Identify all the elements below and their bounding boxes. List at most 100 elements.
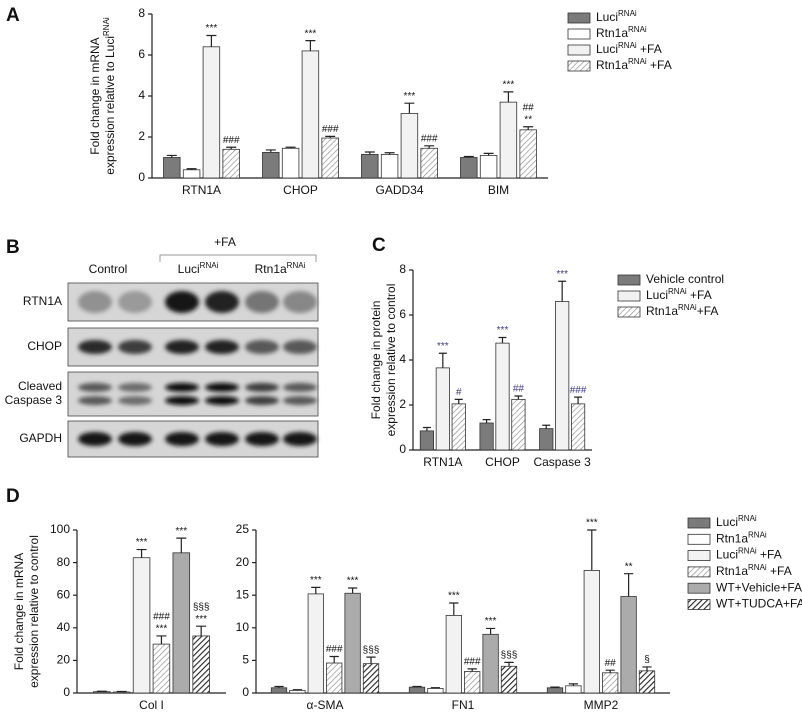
error-bar: [292, 689, 303, 691]
error-bar: [325, 135, 336, 139]
bar: [479, 155, 498, 179]
bar: [281, 147, 300, 179]
blot-band: [245, 291, 279, 313]
x-tick-label: CHOP: [283, 183, 318, 197]
error-bar: [574, 396, 583, 404]
legend-swatch: [617, 306, 641, 318]
significance-label: ###: [326, 644, 343, 655]
bar: [289, 689, 306, 694]
bar: [583, 570, 600, 694]
bar: [539, 428, 554, 451]
y-tick-label: 8: [138, 6, 145, 20]
y-tick-label: 2: [399, 397, 406, 411]
bar: [565, 685, 582, 694]
bar: [419, 430, 435, 451]
significance-label: ***: [503, 80, 515, 91]
legend-swatch: [617, 290, 641, 302]
bar: [326, 662, 343, 694]
bar: [222, 148, 240, 179]
x-tick-label: CHOP: [485, 455, 520, 469]
y-axis-label: expression relative to control: [384, 284, 398, 437]
panel-letter: C: [372, 235, 386, 256]
blot-row-label: Cleaved: [18, 379, 62, 393]
treatment-label: +FA: [214, 235, 236, 249]
error-bar: [422, 426, 431, 431]
error-bar: [412, 685, 422, 688]
error-bar: [504, 661, 514, 667]
legend-label: Rtn1aRNAi: [716, 530, 767, 546]
legend-swatch: [687, 582, 711, 594]
significance-label: §§§: [501, 650, 518, 661]
error-bar: [558, 280, 567, 302]
panel-letter: B: [6, 237, 20, 258]
y-tick-label: 100: [50, 522, 70, 536]
bar: [112, 691, 131, 694]
blot-band: [283, 396, 317, 406]
blot-row-label: CHOP: [27, 339, 62, 353]
y-axis-label: Fold change in mRNA: [12, 553, 26, 670]
blot-band: [165, 396, 199, 406]
significance-label: ***: [556, 269, 568, 280]
bar: [570, 403, 586, 451]
blot-band: [205, 432, 239, 446]
legend-label: Vehicle control: [646, 272, 724, 286]
blot-band: [118, 432, 152, 446]
bar: [445, 615, 462, 694]
significance-label: ***: [437, 341, 449, 352]
bar: [163, 157, 181, 179]
legend-label: WT+TUDCA+FA: [716, 597, 802, 611]
blot-band: [245, 340, 279, 354]
legend-label: LuciRNAi: [596, 9, 637, 25]
bar: [482, 633, 499, 694]
bar: [344, 592, 361, 694]
error-bar: [166, 154, 177, 158]
bar: [620, 596, 637, 694]
blot-band: [283, 340, 317, 354]
bar: [420, 147, 438, 179]
error-bar: [186, 168, 197, 170]
bar: [435, 367, 450, 451]
error-bar: [430, 687, 441, 689]
legend-swatch: [567, 44, 591, 56]
error-bar: [196, 625, 207, 636]
legend-label: Rtn1aRNAi +FA: [596, 57, 672, 73]
blot-band: [165, 340, 199, 354]
significance-label: ***: [156, 624, 168, 635]
bar: [152, 643, 171, 694]
significance-label: ###: [223, 135, 240, 146]
y-tick-label: 40: [57, 620, 71, 634]
error-bar: [265, 149, 276, 153]
legend-label: Rtn1aRNAi: [596, 25, 647, 41]
error-bar: [449, 602, 459, 616]
y-tick-label: 10: [236, 620, 250, 634]
y-tick-label: 6: [138, 47, 145, 61]
bar: [511, 398, 526, 451]
significance-label: ###: [570, 385, 587, 396]
bar: [546, 687, 564, 694]
legend-swatch: [687, 566, 711, 578]
legend-label: LuciRNAi +FA: [596, 41, 662, 57]
significance-label: ###: [322, 124, 339, 135]
bar: [182, 169, 201, 179]
y-tick-label: 8: [399, 262, 406, 276]
significance-label: ***: [485, 616, 497, 627]
blot-band: [205, 291, 239, 313]
bar: [495, 342, 510, 451]
significance-label: ##: [513, 384, 525, 395]
error-bar: [454, 398, 463, 404]
y-tick-label: 2: [138, 129, 145, 143]
error-bar: [514, 395, 523, 400]
blot-band: [245, 396, 279, 406]
y-tick-label: 4: [399, 352, 406, 366]
error-bar: [226, 146, 237, 150]
significance-label: ***: [404, 91, 416, 102]
y-tick-label: 0: [138, 170, 145, 184]
significance-label: **: [524, 114, 532, 125]
group-label: Rtn1aRNAi: [255, 261, 306, 277]
significance-label: ###: [421, 133, 438, 144]
bar: [361, 154, 379, 179]
bar: [479, 422, 494, 451]
error-bar: [485, 627, 496, 635]
bar: [408, 686, 426, 694]
error-bar: [404, 102, 415, 114]
